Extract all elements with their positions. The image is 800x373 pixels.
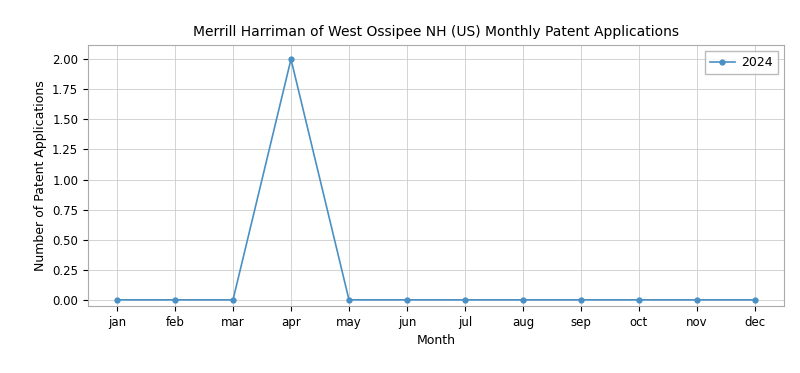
2024 (402, 298, 412, 302)
Title: Merrill Harriman of West Ossipee NH (US) Monthly Patent Applications: Merrill Harriman of West Ossipee NH (US)… (193, 25, 679, 40)
Y-axis label: Number of Patent Applications: Number of Patent Applications (34, 80, 46, 271)
2024 (112, 298, 122, 302)
2024 (460, 298, 470, 302)
2024 (576, 298, 586, 302)
2024 (170, 298, 180, 302)
2024 (286, 57, 296, 62)
2024 (518, 298, 528, 302)
Line: 2024: 2024 (114, 57, 758, 302)
2024 (692, 298, 702, 302)
X-axis label: Month: Month (417, 334, 455, 347)
Legend: 2024: 2024 (705, 51, 778, 74)
2024 (750, 298, 760, 302)
2024 (344, 298, 354, 302)
2024 (228, 298, 238, 302)
2024 (634, 298, 644, 302)
